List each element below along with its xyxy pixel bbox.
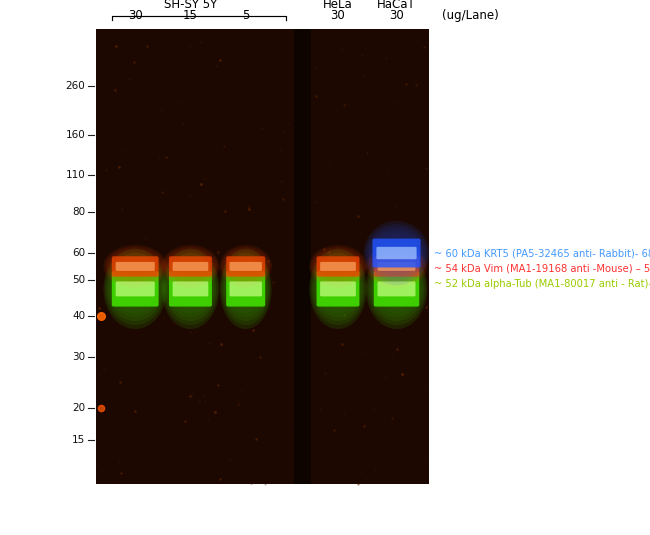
Ellipse shape	[309, 245, 367, 288]
Ellipse shape	[312, 249, 364, 284]
Text: HaCaT: HaCaT	[377, 0, 416, 11]
Ellipse shape	[220, 245, 272, 288]
Text: 60: 60	[72, 248, 85, 257]
FancyBboxPatch shape	[317, 271, 359, 307]
FancyBboxPatch shape	[112, 256, 159, 277]
FancyBboxPatch shape	[378, 281, 415, 296]
Ellipse shape	[163, 253, 218, 325]
Text: 30: 30	[389, 10, 404, 22]
FancyBboxPatch shape	[172, 281, 208, 296]
Text: 15: 15	[72, 435, 85, 445]
Text: 260: 260	[66, 81, 85, 90]
Bar	[96, 29, 429, 484]
Text: 160: 160	[66, 130, 85, 140]
Text: 30: 30	[128, 10, 142, 22]
Text: 30: 30	[72, 353, 85, 362]
FancyBboxPatch shape	[172, 262, 208, 271]
Text: 50: 50	[72, 276, 85, 285]
Text: (ug/Lane): (ug/Lane)	[442, 10, 499, 22]
Ellipse shape	[105, 253, 165, 325]
FancyBboxPatch shape	[372, 239, 421, 268]
Ellipse shape	[314, 261, 362, 317]
Ellipse shape	[164, 257, 216, 321]
Ellipse shape	[364, 221, 429, 285]
Ellipse shape	[221, 247, 270, 286]
Ellipse shape	[370, 261, 422, 317]
Ellipse shape	[221, 253, 270, 325]
Ellipse shape	[369, 257, 424, 321]
Text: ~ 60 kDa KRT5 (PA5-32465 anti- Rabbit)- 680nm: ~ 60 kDa KRT5 (PA5-32465 anti- Rabbit)- …	[434, 248, 650, 258]
FancyBboxPatch shape	[229, 262, 262, 271]
Ellipse shape	[224, 261, 267, 317]
Ellipse shape	[224, 251, 267, 281]
Ellipse shape	[109, 261, 162, 317]
FancyBboxPatch shape	[229, 281, 262, 296]
Ellipse shape	[166, 261, 214, 317]
Ellipse shape	[164, 249, 216, 284]
Ellipse shape	[107, 249, 164, 284]
Ellipse shape	[311, 253, 365, 325]
FancyBboxPatch shape	[116, 262, 155, 271]
Ellipse shape	[103, 245, 167, 288]
Text: SH-SY 5Y: SH-SY 5Y	[164, 0, 217, 11]
FancyBboxPatch shape	[378, 262, 415, 271]
Ellipse shape	[366, 245, 427, 288]
Text: 80: 80	[72, 207, 85, 217]
Ellipse shape	[369, 249, 424, 284]
Ellipse shape	[367, 247, 426, 286]
FancyBboxPatch shape	[226, 256, 265, 277]
Ellipse shape	[367, 227, 426, 279]
Ellipse shape	[309, 249, 367, 329]
Ellipse shape	[222, 257, 269, 321]
FancyBboxPatch shape	[374, 271, 419, 307]
FancyBboxPatch shape	[374, 256, 419, 277]
Ellipse shape	[166, 251, 214, 281]
Ellipse shape	[109, 251, 162, 281]
Ellipse shape	[367, 253, 426, 325]
Ellipse shape	[311, 247, 365, 286]
FancyBboxPatch shape	[317, 256, 359, 277]
Ellipse shape	[220, 249, 272, 329]
Text: HeLa: HeLa	[323, 0, 353, 11]
Ellipse shape	[314, 251, 362, 281]
FancyBboxPatch shape	[116, 281, 155, 296]
FancyBboxPatch shape	[169, 256, 212, 277]
Ellipse shape	[370, 251, 422, 281]
FancyBboxPatch shape	[169, 271, 212, 307]
FancyBboxPatch shape	[376, 247, 417, 259]
Text: 110: 110	[66, 171, 85, 180]
FancyBboxPatch shape	[226, 271, 265, 307]
Ellipse shape	[163, 247, 218, 286]
Ellipse shape	[107, 257, 164, 321]
Ellipse shape	[366, 249, 427, 329]
Ellipse shape	[105, 247, 165, 286]
Ellipse shape	[162, 249, 219, 329]
Text: ~ 52 kDa alpha-Tub (MA1-80017 anti - Rat)- 488nm: ~ 52 kDa alpha-Tub (MA1-80017 anti - Rat…	[434, 279, 650, 289]
Text: 40: 40	[72, 311, 85, 320]
Ellipse shape	[222, 249, 269, 284]
Text: 5: 5	[242, 10, 250, 22]
Text: 30: 30	[331, 10, 345, 22]
FancyBboxPatch shape	[112, 271, 159, 307]
Text: 20: 20	[72, 403, 85, 412]
Text: ~ 54 kDa Vim (MA1-19168 anti -Mouse) – 555nm: ~ 54 kDa Vim (MA1-19168 anti -Mouse) – 5…	[434, 264, 650, 273]
Ellipse shape	[365, 224, 428, 282]
Ellipse shape	[312, 257, 364, 321]
Bar	[294, 29, 311, 484]
FancyBboxPatch shape	[320, 262, 356, 271]
Ellipse shape	[162, 245, 219, 288]
FancyBboxPatch shape	[320, 281, 356, 296]
Text: 15: 15	[183, 10, 198, 22]
Ellipse shape	[103, 249, 167, 329]
Ellipse shape	[369, 231, 424, 276]
